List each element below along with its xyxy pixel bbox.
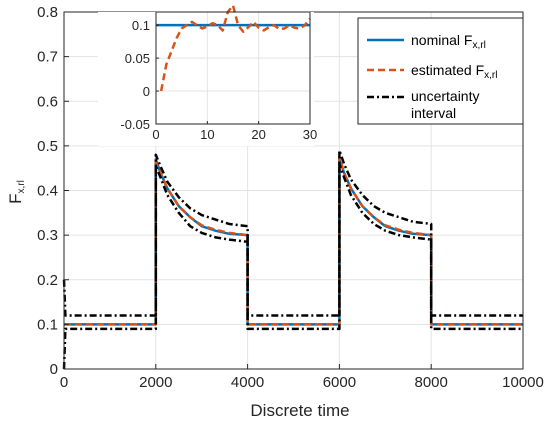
main-x-ticks: 0 2000 4000 6000 8000 10000 xyxy=(60,364,544,391)
main-x-tick-label: 6000 xyxy=(323,374,356,391)
legend: nominal Fx,rl estimated Fx,rl uncertaint… xyxy=(357,17,524,125)
main-series xyxy=(62,149,523,370)
inset-x-tick-label: 10 xyxy=(200,127,214,142)
inset-y-tick-label: -0.05 xyxy=(120,117,150,132)
inset-series xyxy=(156,4,311,92)
inset-y-tick-label: 0 xyxy=(143,84,150,99)
main-y-tick-label: 0.6 xyxy=(37,93,58,110)
main-y-tick-label: 0.4 xyxy=(37,183,58,200)
inset-plot-frame xyxy=(155,11,311,125)
main-y-tick-label: 0.1 xyxy=(37,316,58,333)
main-y-tick-label: 0.2 xyxy=(37,272,58,289)
main-x-tick-label: 8000 xyxy=(415,374,448,391)
inset-x-tick-label: 20 xyxy=(251,127,265,142)
inset-y-tick-label: 0.05 xyxy=(125,51,150,66)
main-y-tick-label: 0.7 xyxy=(37,49,58,66)
legend-box xyxy=(357,17,524,125)
inset-x-tick-label: 0 xyxy=(152,127,159,142)
y-axis-label-main: F xyxy=(6,193,25,203)
y-axis-label-sub: x,rl xyxy=(16,180,27,193)
legend-label-estimated-main: estimated F xyxy=(411,62,484,78)
x-axis-label: Discrete time xyxy=(250,401,349,420)
main-y-tick-label: 0 xyxy=(50,361,58,378)
legend-label-interval: interval xyxy=(411,105,456,121)
legend-label-estimated-sub: x,rl xyxy=(484,70,497,81)
inset-y-tick-label: 0.1 xyxy=(132,18,150,33)
main-y-tick-label: 0.3 xyxy=(37,227,58,244)
main-x-tick-label: 2000 xyxy=(139,374,172,391)
main-y-tick-label: 0.5 xyxy=(37,138,58,155)
main-x-tick-label: 10000 xyxy=(502,374,544,391)
y-axis-label: Fx,rl xyxy=(6,180,27,204)
legend-label-nominal-main: nominal F xyxy=(411,32,472,48)
legend-label-uncertainty: uncertainty xyxy=(411,88,479,104)
main-y-ticks: 0 0.1 0.2 0.3 0.4 0.5 0.6 0.7 0.8 xyxy=(37,4,69,378)
inset-x-ticks: 0 10 20 30 xyxy=(152,121,317,142)
inset-y-ticks: -0.05 0 0.05 0.1 xyxy=(120,18,159,132)
main-x-tick-label: 4000 xyxy=(231,374,264,391)
main-y-tick-label: 0.8 xyxy=(37,4,58,21)
legend-label-nominal: nominal Fx,rl xyxy=(411,32,486,51)
main-series-lower xyxy=(62,162,523,370)
legend-label-nominal-sub: x,rl xyxy=(472,40,485,51)
inset-series-estimated xyxy=(159,4,311,92)
main-series-estimated xyxy=(64,155,523,326)
main-x-tick-label: 0 xyxy=(60,374,68,391)
legend-label-estimated: estimated Fx,rl xyxy=(411,62,497,81)
inset-x-tick-label: 30 xyxy=(303,127,317,142)
